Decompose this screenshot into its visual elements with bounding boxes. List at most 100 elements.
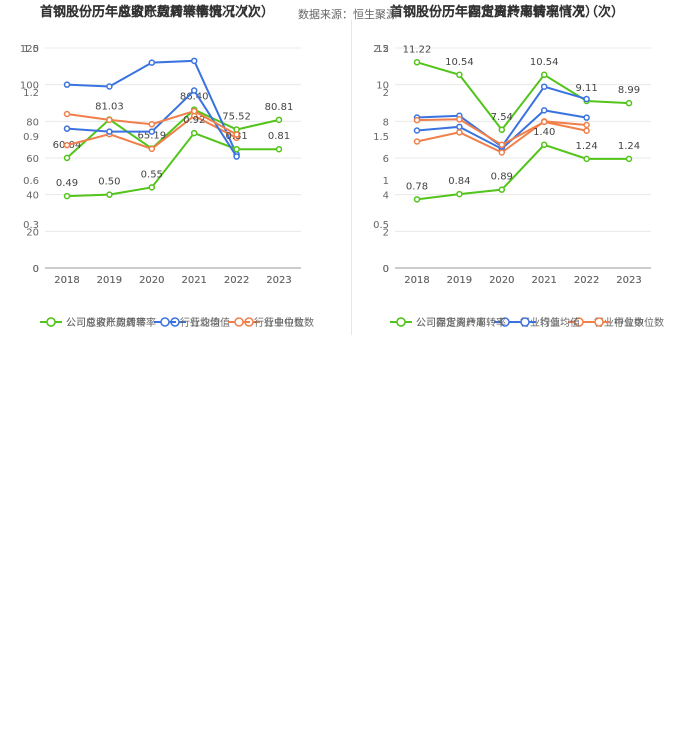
data-label: 10.54 [530,57,559,68]
data-point [63,154,71,162]
y-tick-label: 100 [20,81,39,92]
data-label: 81.03 [95,101,124,112]
legend-label: 公司存货周转率 [416,316,486,329]
data-point [540,107,548,114]
x-tick-label: 2021 [531,275,556,286]
x-tick-label: 2022 [224,275,249,286]
data-label: 0.81 [268,131,290,142]
data-point [498,141,506,149]
y-tick-label: 20 [26,227,39,238]
x-tick-label: 2021 [531,275,556,286]
x-tick-label: 2020 [139,275,164,286]
x-tick-label: 2020 [489,275,514,286]
data-point [190,107,198,115]
x-tick-label: 2023 [616,275,641,286]
y-tick-label: 60 [26,154,39,165]
x-tick-label: 2019 [97,275,122,286]
data-point [456,123,463,131]
data-label: 1.40 [533,127,555,138]
data-label: 7.54 [491,112,513,123]
data-label: 1.24 [575,141,597,152]
data-label: 0.89 [491,172,513,183]
chart-0: 首钢股份历年应收账款周转率情况（次） 0 20 40 60 80 100 120 2018 201… [20,4,314,329]
left-chart-panel: 首钢股份历年应收账款周转率情况（次） 0 20 40 60 80 100 120 2018 201… [5,0,345,340]
legend-item[interactable]: 行业中位数 [588,316,664,329]
legend-label: 行业中位数 [264,316,314,329]
data-point [540,71,548,79]
legend-label: 行业均值 [540,316,580,329]
data-point [63,110,71,118]
y-tick-label: 0 [33,264,39,275]
y-tick-label: 0 [383,264,389,275]
x-tick-label: 2019 [447,275,472,286]
y-tick-label: 0.9 [23,132,39,143]
y-tick-label: 2 [383,88,389,99]
data-point [540,118,548,126]
data-label: 80.81 [265,102,294,113]
data-point [413,59,421,66]
data-point [148,121,156,128]
right-chart-panel: 首钢股份历年存货周转率情况（次） 0 2 4 6 8 10 12 2018 2019 2020 202… [355,0,695,340]
y-tick-label: 4 [383,191,389,202]
source-label: 数据来源：恒生聚源 [298,8,397,21]
data-point [498,149,506,156]
data-point [456,71,463,79]
legend-item[interactable]: 公司固定资产周转率 [390,316,506,329]
x-tick-label: 2019 [97,275,122,286]
data-point [583,155,590,163]
data-point [583,127,590,134]
legend-item[interactable]: 行业均值 [494,316,560,329]
legend-label: 公司总资产周转率 [66,316,146,329]
data-point [456,190,463,198]
x-tick-label: 2018 [404,275,429,286]
chart-title-2: 首钢股份历年总资产周转率情况（次） [40,4,261,20]
data-point [456,129,463,136]
series-line-2-0 [66,131,279,198]
data-point [106,191,113,198]
y-tick-label: 1 [383,176,389,187]
y-tick-label: 0.3 [23,220,39,231]
data-point [498,186,506,193]
legend-item[interactable]: 公司总资产周转率 [40,316,146,329]
y-tick-label: 0 [383,264,389,275]
data-point [413,138,421,145]
data-point [275,145,283,153]
data-point [63,81,71,88]
data-point [190,57,198,65]
data-point [148,59,156,66]
data-label: 0.78 [406,181,428,192]
y-tick-label: 1.2 [23,88,39,99]
data-point [190,87,198,94]
x-tick-label: 2023 [266,275,291,286]
data-point [63,125,71,132]
chart-title-1: 首钢股份历年存货周转率情况（次） [390,4,598,20]
data-point [583,114,590,121]
y-tick-label: 8 [383,117,389,128]
data-label: 86.40 [180,92,209,103]
data-point [498,126,506,134]
legend-label: 公司固定资产周转率 [416,316,506,329]
data-point [190,129,198,137]
data-point [233,145,240,153]
x-tick-label: 2022 [224,275,249,286]
x-tick-label: 2021 [181,275,206,286]
data-point [63,141,71,149]
data-point [148,184,156,191]
y-tick-label: 1.5 [23,44,39,55]
legend-item[interactable]: 行业中位数 [228,316,304,329]
data-label: 65.19 [137,130,166,141]
data-label: 0.50 [98,177,120,188]
legend-item[interactable]: 行业均值 [514,316,580,329]
legend-item[interactable]: 行业中位数 [568,316,644,329]
legend-label: 行业中位数 [254,316,304,329]
data-point [456,116,463,123]
data-label: 10.54 [445,57,474,68]
data-point [63,192,71,200]
legend-label: 行业中位数 [614,316,664,329]
legend-item[interactable]: 行业均值 [154,316,220,329]
data-point [583,121,590,129]
series-line-3-0 [416,143,629,201]
